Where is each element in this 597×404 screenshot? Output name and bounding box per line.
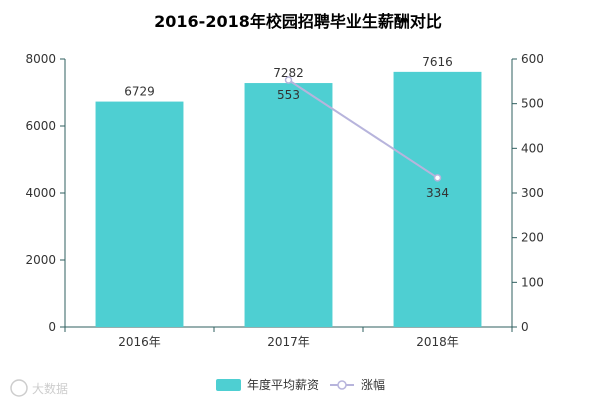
- y-left-tick-label: 6000: [25, 119, 56, 133]
- y-right-tick-label: 200: [521, 231, 544, 245]
- legend-bar-swatch: [216, 379, 241, 391]
- y-right-tick-label: 300: [521, 186, 544, 200]
- watermark-text: 大数据: [32, 381, 68, 396]
- line-point[interactable]: [284, 76, 293, 84]
- x-tick-label: 2018年: [416, 335, 459, 349]
- data-labels: 6729 7282 7616 553 334: [124, 55, 453, 200]
- x-tick-label: 2016年: [118, 335, 161, 349]
- bar[interactable]: [95, 101, 184, 328]
- bar-series: [95, 71, 482, 328]
- bar[interactable]: [244, 83, 333, 327]
- line-series: [284, 76, 442, 182]
- bar-value-label: 6729: [124, 85, 155, 99]
- line-value-label: 553: [277, 88, 300, 102]
- y-right-tick-label: 100: [521, 275, 544, 289]
- line-value-label: 334: [426, 186, 449, 200]
- y-right-tick-label: 400: [521, 141, 544, 155]
- legend-line-label[interactable]: 涨幅: [361, 377, 385, 392]
- line-point[interactable]: [433, 174, 442, 182]
- line-path: [287, 79, 439, 179]
- y-right-tick-label: 0: [521, 320, 529, 334]
- legend[interactable]: 年度平均薪资 涨幅: [216, 377, 385, 392]
- axes: 0 2000 4000 6000 8000 0 100 200 300 400 500 600 2016…: [25, 52, 543, 349]
- bar-value-label: 7616: [422, 55, 453, 69]
- x-tick-label: 2017年: [267, 335, 310, 349]
- chart-title: 2016-2018年校园招聘毕业生薪酬对比: [154, 12, 442, 31]
- bar-value-label: 7282: [273, 66, 304, 80]
- y-left-tick-label: 8000: [25, 52, 56, 66]
- watermark: 大数据: [10, 379, 68, 397]
- bar[interactable]: [393, 71, 482, 327]
- y-right-tick-label: 500: [521, 97, 544, 111]
- y-left-tick-label: 2000: [25, 253, 56, 267]
- legend-bar-label[interactable]: 年度平均薪资: [247, 377, 319, 392]
- y-left-tick-label: 0: [48, 320, 56, 334]
- legend-line-marker: [337, 380, 347, 390]
- watermark-logo-icon: [10, 379, 28, 397]
- y-left-tick-label: 4000: [25, 186, 56, 200]
- y-right-tick-label: 600: [521, 52, 544, 66]
